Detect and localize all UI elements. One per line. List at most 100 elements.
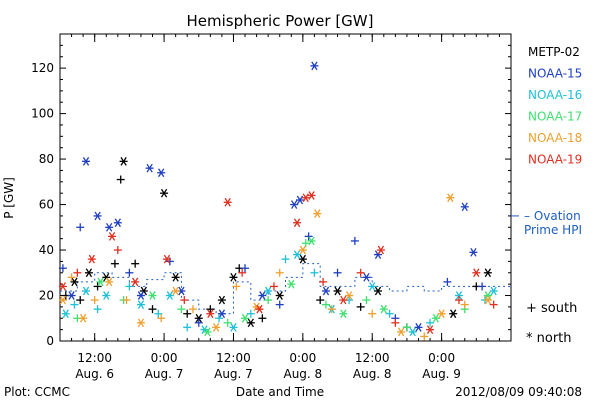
ovation-hpi-line <box>60 263 511 315</box>
y-axis: 0 20 40 60 80 100 120 <box>31 33 511 348</box>
point-noaa-15-north <box>145 163 154 173</box>
point-noaa-15-north <box>157 168 166 178</box>
point-noaa-18-north <box>171 286 180 296</box>
point-metp-02-north <box>246 318 255 328</box>
x-tick-label-time: 0:00 <box>289 351 316 365</box>
point-noaa-19-north <box>293 218 302 228</box>
point-noaa-18-south <box>232 282 241 291</box>
point-metp-02-south <box>76 296 85 305</box>
ovation-hpi-layer <box>60 263 511 315</box>
point-noaa-16-north <box>489 286 498 296</box>
point-noaa-18-south <box>188 305 197 314</box>
point-metp-02-north <box>333 286 342 296</box>
point-noaa-19-north <box>131 277 140 287</box>
point-noaa-16-south <box>246 309 255 318</box>
point-noaa-15-south <box>478 282 487 291</box>
x-tick-label-date: Aug. 8 <box>353 367 392 381</box>
point-metp-02-south <box>316 296 325 305</box>
point-noaa-15-north <box>362 272 371 282</box>
point-noaa-17-north <box>307 236 316 246</box>
point-noaa-16-north <box>61 309 70 319</box>
point-noaa-17-north <box>148 291 157 300</box>
x-tick-label-time: 12:00 <box>216 351 251 365</box>
point-noaa-15-north <box>310 61 319 71</box>
point-noaa-15-south <box>304 232 313 241</box>
y-tick-label: 60 <box>39 198 54 212</box>
x-axis-label: Date and Time <box>236 385 324 399</box>
point-noaa-16-south <box>281 255 290 264</box>
point-metp-02-south <box>93 282 102 291</box>
x-tick-label-date: Aug. 9 <box>422 367 461 381</box>
point-noaa-16-north <box>165 291 174 300</box>
point-noaa-19-north <box>206 309 215 319</box>
point-noaa-18-north <box>298 245 307 255</box>
footer-plot-source: Plot: CCMC <box>4 385 70 399</box>
point-noaa-15-south <box>76 223 85 232</box>
point-noaa-15-north <box>93 211 102 221</box>
point-noaa-18-north <box>446 193 455 203</box>
legend-entry-noaa-17: NOAA-17 <box>528 110 582 124</box>
point-noaa-17-south <box>362 296 371 305</box>
point-noaa-17-north <box>203 327 212 337</box>
x-tick-label-date: Aug. 8 <box>283 367 322 381</box>
point-noaa-18-north <box>483 295 492 305</box>
point-metp-02-south <box>116 175 125 184</box>
point-metp-02-north <box>171 272 180 282</box>
point-noaa-17-south <box>223 318 232 327</box>
x-tick-label-date: Aug. 7 <box>214 367 253 381</box>
x-tick-label-time: 12:00 <box>77 351 112 365</box>
point-noaa-16-south <box>93 305 102 314</box>
point-metp-02-north <box>70 277 79 287</box>
legend-entry-noaa-15: NOAA-15 <box>528 67 582 81</box>
legend: METP-02 NOAA-15 NOAA-16 NOAA-17 NOAA-18 NOAA-… <box>511 45 582 346</box>
point-noaa-16-south <box>154 309 163 318</box>
legend-ovation-line2: Prime HPI <box>524 223 582 237</box>
point-noaa-16-south <box>385 309 394 318</box>
point-metp-02-north <box>139 286 148 296</box>
legend-entry-metp-02: METP-02 <box>528 45 580 59</box>
point-noaa-19-north <box>108 232 117 241</box>
point-noaa-17-north <box>339 309 348 319</box>
point-metp-02-south <box>110 259 119 268</box>
point-noaa-19-north <box>58 282 67 291</box>
point-noaa-15-north <box>217 309 226 319</box>
point-noaa-18-north <box>397 327 406 337</box>
y-tick-label: 0 <box>46 334 54 348</box>
point-noaa-15-north <box>136 291 145 300</box>
point-noaa-15-north <box>258 291 267 300</box>
chart-title: Hemispheric Power [GW] <box>187 12 374 30</box>
point-metp-02-north <box>194 313 203 323</box>
x-tick-label-time: 0:00 <box>428 351 455 365</box>
point-noaa-16-north <box>408 327 417 337</box>
legend-entry-noaa-19: NOAA-19 <box>528 153 582 167</box>
point-noaa-15-north <box>469 247 478 257</box>
point-noaa-15-south <box>241 264 250 273</box>
point-noaa-18-south <box>460 300 469 309</box>
point-noaa-19-north <box>472 268 481 278</box>
point-metp-02-north <box>84 268 93 278</box>
legend-marker-south: + south <box>526 301 577 316</box>
point-noaa-19-south <box>180 296 189 305</box>
point-metp-02-north <box>102 272 111 282</box>
x-tick-label-date: Aug. 6 <box>75 367 114 381</box>
point-noaa-19-north <box>426 325 435 334</box>
point-noaa-17-north <box>241 313 250 323</box>
point-metp-02-south <box>206 305 215 314</box>
legend-entry-noaa-16: NOAA-16 <box>528 88 582 102</box>
point-noaa-19-north <box>301 193 310 203</box>
point-noaa-19-north <box>339 295 348 305</box>
point-noaa-16-north <box>136 300 145 309</box>
point-noaa-15-north <box>290 200 299 209</box>
point-noaa-19-north <box>162 254 171 264</box>
point-noaa-17-south <box>402 323 411 332</box>
point-noaa-18-north <box>212 323 221 332</box>
point-noaa-17-south <box>301 239 310 248</box>
y-tick-label: 120 <box>31 61 54 75</box>
y-tick-label: 100 <box>31 107 54 121</box>
point-noaa-15-south <box>350 236 359 245</box>
point-noaa-15-south <box>275 300 284 309</box>
point-noaa-19-south <box>73 268 82 277</box>
point-noaa-18-north <box>437 309 446 319</box>
legend-entry-noaa-18: NOAA-18 <box>528 131 582 145</box>
point-noaa-18-north <box>79 313 88 323</box>
